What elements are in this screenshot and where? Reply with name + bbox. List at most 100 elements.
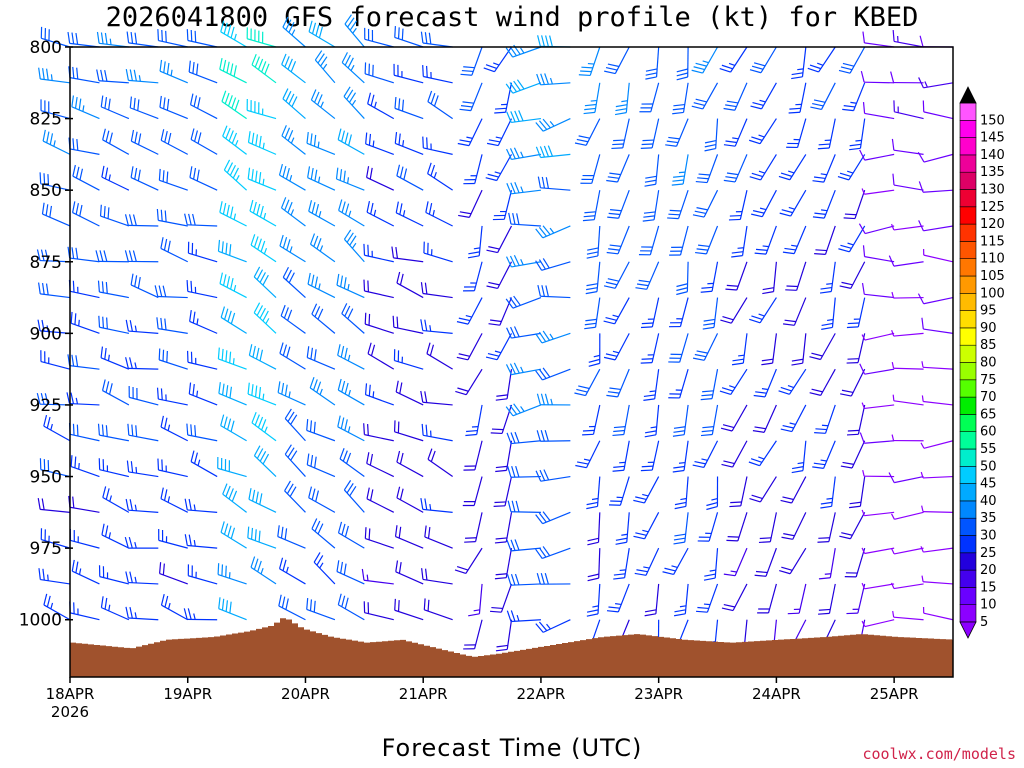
wind-barb [613, 548, 630, 580]
colorbar-label: 45 [980, 477, 997, 492]
wind-barb [862, 470, 895, 478]
wind-barb [812, 189, 836, 219]
wind-barb [247, 526, 277, 549]
wind-barb [700, 261, 719, 293]
wind-barb [309, 376, 336, 406]
wind-barb [535, 118, 571, 132]
wind-barb [778, 154, 807, 181]
wind-barb [839, 261, 866, 289]
wind-barb [672, 82, 689, 115]
wind-barb [125, 319, 159, 334]
wind-barb [505, 362, 542, 376]
wind-barb [846, 333, 866, 364]
wind-barb [921, 317, 954, 334]
wind-barb [218, 382, 247, 406]
wind-barb [309, 233, 336, 263]
wind-barb [250, 556, 277, 585]
wind-barb [891, 329, 924, 337]
wind-barb [748, 118, 777, 145]
wind-barb [723, 547, 748, 577]
wind-barb [186, 29, 218, 48]
wind-barb [67, 31, 100, 48]
wind-barb [157, 458, 188, 478]
wind-barb [217, 456, 247, 478]
wind-barb [918, 220, 954, 232]
wind-barb [706, 476, 719, 511]
wind-barb [308, 486, 336, 513]
wind-barb [615, 512, 630, 545]
wind-barb [68, 66, 100, 84]
wind-barb [156, 208, 188, 227]
wind-barb [861, 582, 895, 590]
colorbar-label: 95 [980, 304, 997, 319]
wind-barb [665, 118, 689, 147]
wind-barb [253, 445, 277, 477]
wind-barb [102, 486, 130, 513]
wind-barb [464, 512, 483, 543]
wind-barb [125, 357, 159, 370]
wind-barb [494, 82, 513, 114]
wind-barb [40, 26, 71, 48]
colorbar-label: 65 [980, 407, 997, 422]
wind-barb [785, 261, 807, 291]
wind-barb [423, 241, 453, 263]
wind-barb [703, 548, 719, 581]
x-axis-title: Forecast Time (UTC) [381, 734, 643, 762]
wind-barb [779, 189, 807, 217]
wind-barb [919, 35, 954, 48]
wind-barb [102, 128, 130, 155]
wind-barb [97, 423, 129, 442]
wind-barb [127, 423, 159, 442]
wind-barb [495, 440, 513, 473]
wind-barb [645, 46, 660, 80]
chart-title: 2026041800 GFS forecast wind profile (kt… [105, 2, 919, 33]
wind-barb [420, 282, 453, 299]
wind-barb [861, 619, 895, 628]
wind-barb [494, 548, 513, 580]
wind-barb [583, 82, 601, 115]
wind-barb [492, 190, 513, 221]
wind-barb [891, 511, 924, 520]
wind-barb [574, 368, 601, 397]
wind-barb [849, 476, 866, 509]
wind-barb [505, 79, 542, 94]
credit-link[interactable]: coolwx.com/models [862, 745, 1016, 763]
wind-barb [307, 166, 336, 191]
wind-barb [862, 102, 895, 120]
wind-barb [337, 521, 365, 549]
wind-barb [246, 98, 277, 120]
wind-barb [154, 285, 188, 299]
wind-barb [921, 395, 954, 406]
wind-barb [72, 164, 100, 191]
wind-barb [846, 297, 866, 329]
wind-barb [535, 619, 571, 633]
wind-barb [186, 280, 218, 299]
wind-barb [586, 225, 601, 259]
wind-barb [507, 500, 541, 513]
colorbar-min-arrow [959, 621, 977, 639]
wind-barb [749, 476, 777, 503]
wind-barb [667, 189, 689, 220]
x-tick-label: 19APR [163, 685, 212, 703]
wind-barb [535, 511, 571, 525]
x-tick-label: 25APR [870, 685, 919, 703]
wind-barb [67, 246, 100, 263]
colorbar-swatch [959, 275, 977, 294]
wind-barb [922, 100, 954, 120]
wind-barb [640, 297, 660, 329]
wind-barb [506, 110, 542, 124]
wind-barb [68, 422, 100, 442]
wind-barb [71, 95, 100, 120]
wind-barb [40, 350, 71, 370]
wind-barb [341, 52, 365, 84]
wind-barb [640, 118, 660, 150]
wind-barb [465, 404, 483, 437]
wind-barb [860, 70, 895, 84]
wind-barb [395, 560, 424, 585]
wind-barb [363, 423, 394, 442]
wind-barb [586, 476, 601, 510]
wind-barb [781, 512, 807, 540]
wind-barb [839, 512, 866, 540]
wind-barb [282, 266, 306, 299]
wind-barb [791, 46, 807, 80]
